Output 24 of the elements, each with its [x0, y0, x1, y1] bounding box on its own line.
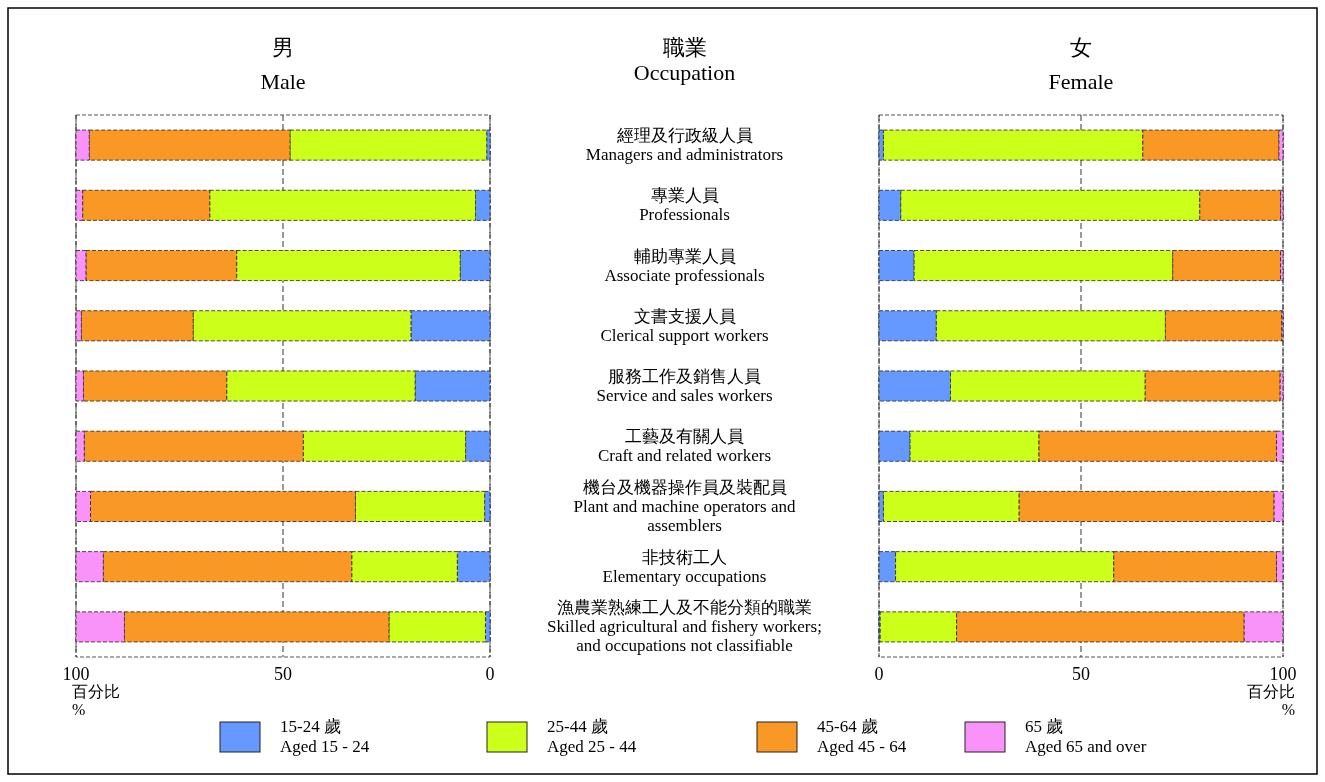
x-tick-label: 0: [485, 664, 495, 684]
chart-title: 女 Female: [1048, 35, 1114, 94]
y-tick-label: 機台及機器操作員及裝配員 Plant and machine operators and assemblers: [573, 477, 796, 535]
legend-label: 45-64 歲 Aged 45 - 64: [817, 717, 907, 756]
legend-label: 65 歲 Aged 65 and over: [1025, 717, 1147, 756]
y-tick-label: 非技術工人 Elementary occupations: [602, 547, 767, 586]
x-axis-title: 百分比 %: [72, 683, 120, 718]
y-tick-label: 專業人員 Professionals: [639, 186, 730, 225]
y-tick-label: 輔助專業人員 Associate professionals: [604, 246, 765, 285]
y-axis-title: 職業 Occupation: [633, 35, 736, 85]
x-tick-label: 100: [1269, 664, 1297, 684]
legend-label: 25-44 歲 Aged 25 - 44: [547, 717, 637, 756]
x-axis-title: 百分比 %: [1247, 683, 1295, 718]
legend-label: 15-24 歲 Aged 15 - 24: [280, 717, 370, 756]
y-tick-label: 文書支援人員 Clerical support workers: [600, 306, 769, 345]
y-tick-label: 服務工作及銷售人員 Service and sales workers: [596, 367, 773, 405]
chart-title: 男 Male: [260, 35, 306, 94]
y-tick-label: 工藝及有關人員 Craft and related workers: [597, 427, 772, 466]
x-tick-label: 0: [874, 664, 884, 684]
x-tick-label: 100: [62, 664, 90, 684]
x-tick-label: 50: [274, 664, 292, 684]
y-tick-label: 漁農業熟練工人及不能分類的職業 Skilled agricultural and fishery workers; and occupations not classifiable: [547, 598, 822, 656]
x-tick-label: 50: [1072, 664, 1090, 684]
y-tick-label: 經理及行政級人員 Managers and administrators: [585, 126, 784, 165]
